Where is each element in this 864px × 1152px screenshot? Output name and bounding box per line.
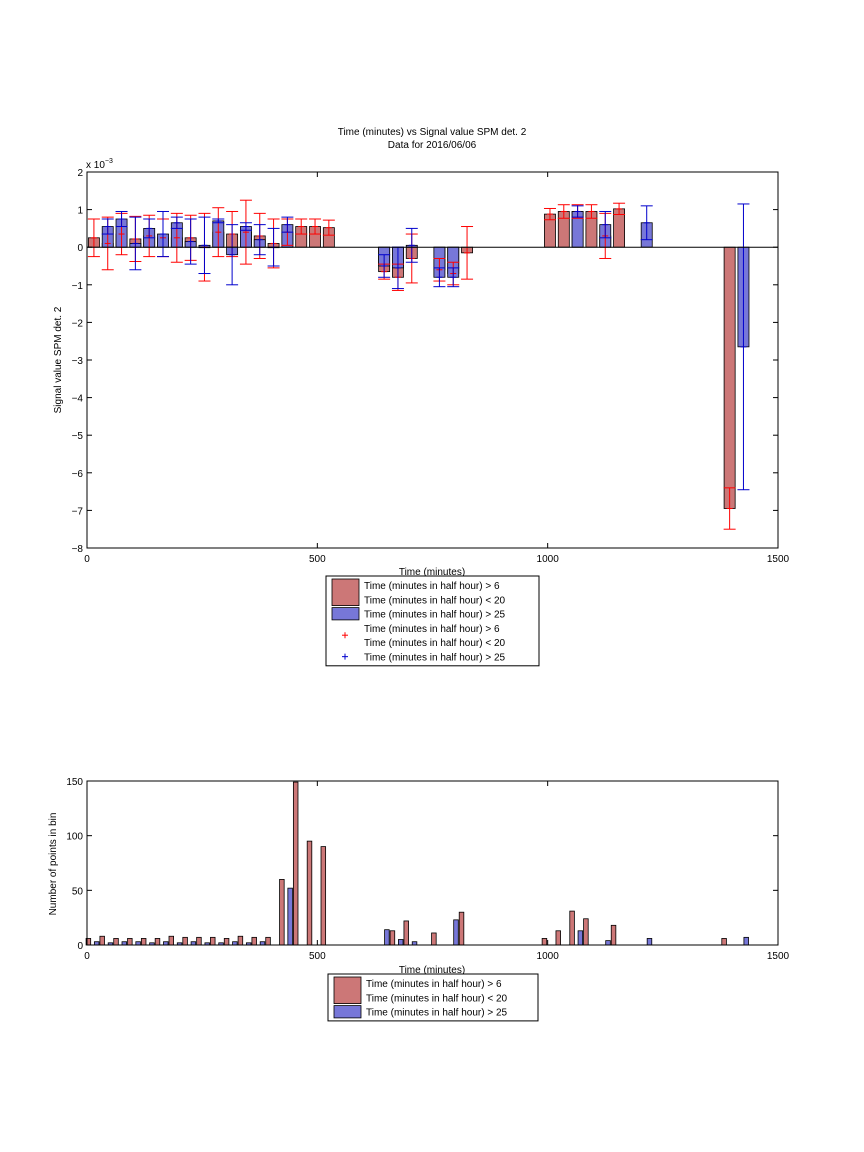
histogram-bar-red <box>210 936 216 946</box>
histogram-bar-red <box>306 840 313 946</box>
chart-subtitle: Data for 2016/06/06 <box>388 140 477 151</box>
y-axis-label: Signal value SPM det. 2 <box>53 306 64 413</box>
x-tick-label: 1000 <box>537 554 560 565</box>
histogram-bar-red <box>583 918 589 946</box>
legend-box <box>327 973 539 1022</box>
histogram-bar-blue <box>743 936 749 946</box>
legend-swatch <box>333 1005 362 1019</box>
legend-entry-label: Time (minutes in half hour) < 20 <box>366 993 508 1004</box>
legend-entry-label: Time (minutes in half hour) < 20 <box>364 638 506 649</box>
histogram-legend: Time (minutes in half hour) > 6 Time (min… <box>327 973 539 1022</box>
histogram-bar-red <box>223 938 230 946</box>
histogram-bar-blue <box>287 887 293 946</box>
legend-entry-label: Time (minutes in half hour) < 20 <box>364 595 506 606</box>
x-tick-label: 500 <box>309 951 326 962</box>
legend-entry-label: Time (minutes in half hour) > 25 <box>364 610 506 621</box>
histogram-bar-red <box>569 910 575 946</box>
histogram-bar-red <box>721 938 727 946</box>
x-axis-label: Time (minutes) <box>399 965 465 976</box>
legend-entry-label: Time (minutes in half hour) > 6 <box>364 581 500 592</box>
y-tick-label: −4 <box>72 394 84 405</box>
histogram-bar-blue <box>384 929 390 946</box>
x-tick-label: 500 <box>309 554 326 565</box>
histogram-bar-red <box>154 938 161 946</box>
histogram-bar-blue <box>577 930 584 946</box>
histogram-axes: 0 500 1000 1500 0 50 100 150 <box>66 777 789 962</box>
histogram-bar-blue <box>605 940 611 946</box>
histogram-bar-red <box>265 936 271 946</box>
x-tick-label: 1000 <box>537 951 560 962</box>
histogram-bar-red <box>237 935 244 946</box>
bar-red <box>723 246 736 509</box>
y-axis-label: Number of points in bin <box>48 813 59 916</box>
histogram-bar-red <box>610 924 617 946</box>
y-tick-label: −8 <box>72 544 84 555</box>
histogram-chart: Time (minutes) Number of points in bin 0… <box>48 777 790 1022</box>
legend-entry-label: Time (minutes in half hour) > 6 <box>364 624 500 635</box>
histogram-bar-red <box>279 879 285 946</box>
y-tick-label: −2 <box>72 318 84 329</box>
y-tick-label: −7 <box>72 506 84 517</box>
signal-axes: 0 500 1000 1500 −8 −7 −6 −5 −4 −3 −2 −1 0 1 2 <box>72 168 790 565</box>
histogram-bar-red <box>99 935 105 946</box>
y-tick-label: 50 <box>72 886 84 897</box>
x-tick-label: 0 <box>84 951 90 962</box>
histogram-bar-red <box>555 930 561 946</box>
plot-frame <box>86 780 779 946</box>
x-tick-label: 0 <box>84 554 90 565</box>
legend-entry-label: Time (minutes in half hour) > 25 <box>364 653 506 664</box>
y-exponent-base: x 10 <box>86 160 105 171</box>
signal-error-bars <box>87 199 750 530</box>
y-tick-label: 0 <box>77 941 83 952</box>
signal-legend: Time (minutes in half hour) > 6 Time (min… <box>325 575 540 667</box>
histogram-bar-red <box>458 911 465 946</box>
histogram-bar-red <box>113 938 119 946</box>
y-tick-label: 0 <box>77 243 83 254</box>
legend-entry-label: Time (minutes in half hour) > 25 <box>366 1008 508 1019</box>
y-tick-label: −3 <box>72 356 84 367</box>
histogram-bar-red <box>182 936 188 946</box>
y-exponent-power: −3 <box>105 158 113 165</box>
histogram-bars <box>85 781 749 946</box>
legend-entry-label: Time (minutes in half hour) > 6 <box>366 979 502 990</box>
legend-swatch <box>333 976 362 1005</box>
histogram-bar-red <box>541 938 548 946</box>
histogram-bar-blue <box>453 919 459 946</box>
histogram-bar-red <box>389 930 396 946</box>
histogram-bar-red <box>196 936 202 946</box>
y-tick-label: −6 <box>72 469 84 480</box>
legend-swatch <box>331 578 360 607</box>
histogram-bar-red <box>168 935 175 946</box>
y-tick-label: 100 <box>66 832 83 843</box>
y-tick-label: −5 <box>72 431 84 442</box>
histogram-bar-red <box>140 938 147 946</box>
y-exponent-label: x 10−3 <box>86 158 113 171</box>
y-tick-label: −1 <box>72 281 84 292</box>
signal-chart: Time (minutes) vs Signal value SPM det. … <box>53 127 790 667</box>
y-tick-label: 150 <box>66 777 83 788</box>
x-tick-label: 1500 <box>767 554 790 565</box>
x-axis-label: Time (minutes) <box>399 567 465 578</box>
histogram-bar-red <box>251 936 257 946</box>
y-tick-label: 1 <box>77 206 83 217</box>
chart-title: Time (minutes) vs Signal value SPM det. … <box>338 127 527 138</box>
histogram-bar-blue <box>398 939 404 946</box>
histogram-bar-red <box>320 846 327 946</box>
histogram-bar-red <box>431 932 437 946</box>
y-tick-label: 2 <box>77 168 83 179</box>
x-tick-label: 1500 <box>767 951 790 962</box>
legend-box <box>325 575 540 667</box>
histogram-bar-red <box>292 781 299 946</box>
histogram-bar-red <box>403 920 409 946</box>
histogram-bar-red <box>127 938 133 946</box>
histogram-bar-blue <box>646 938 653 946</box>
legend-swatch <box>331 607 360 621</box>
